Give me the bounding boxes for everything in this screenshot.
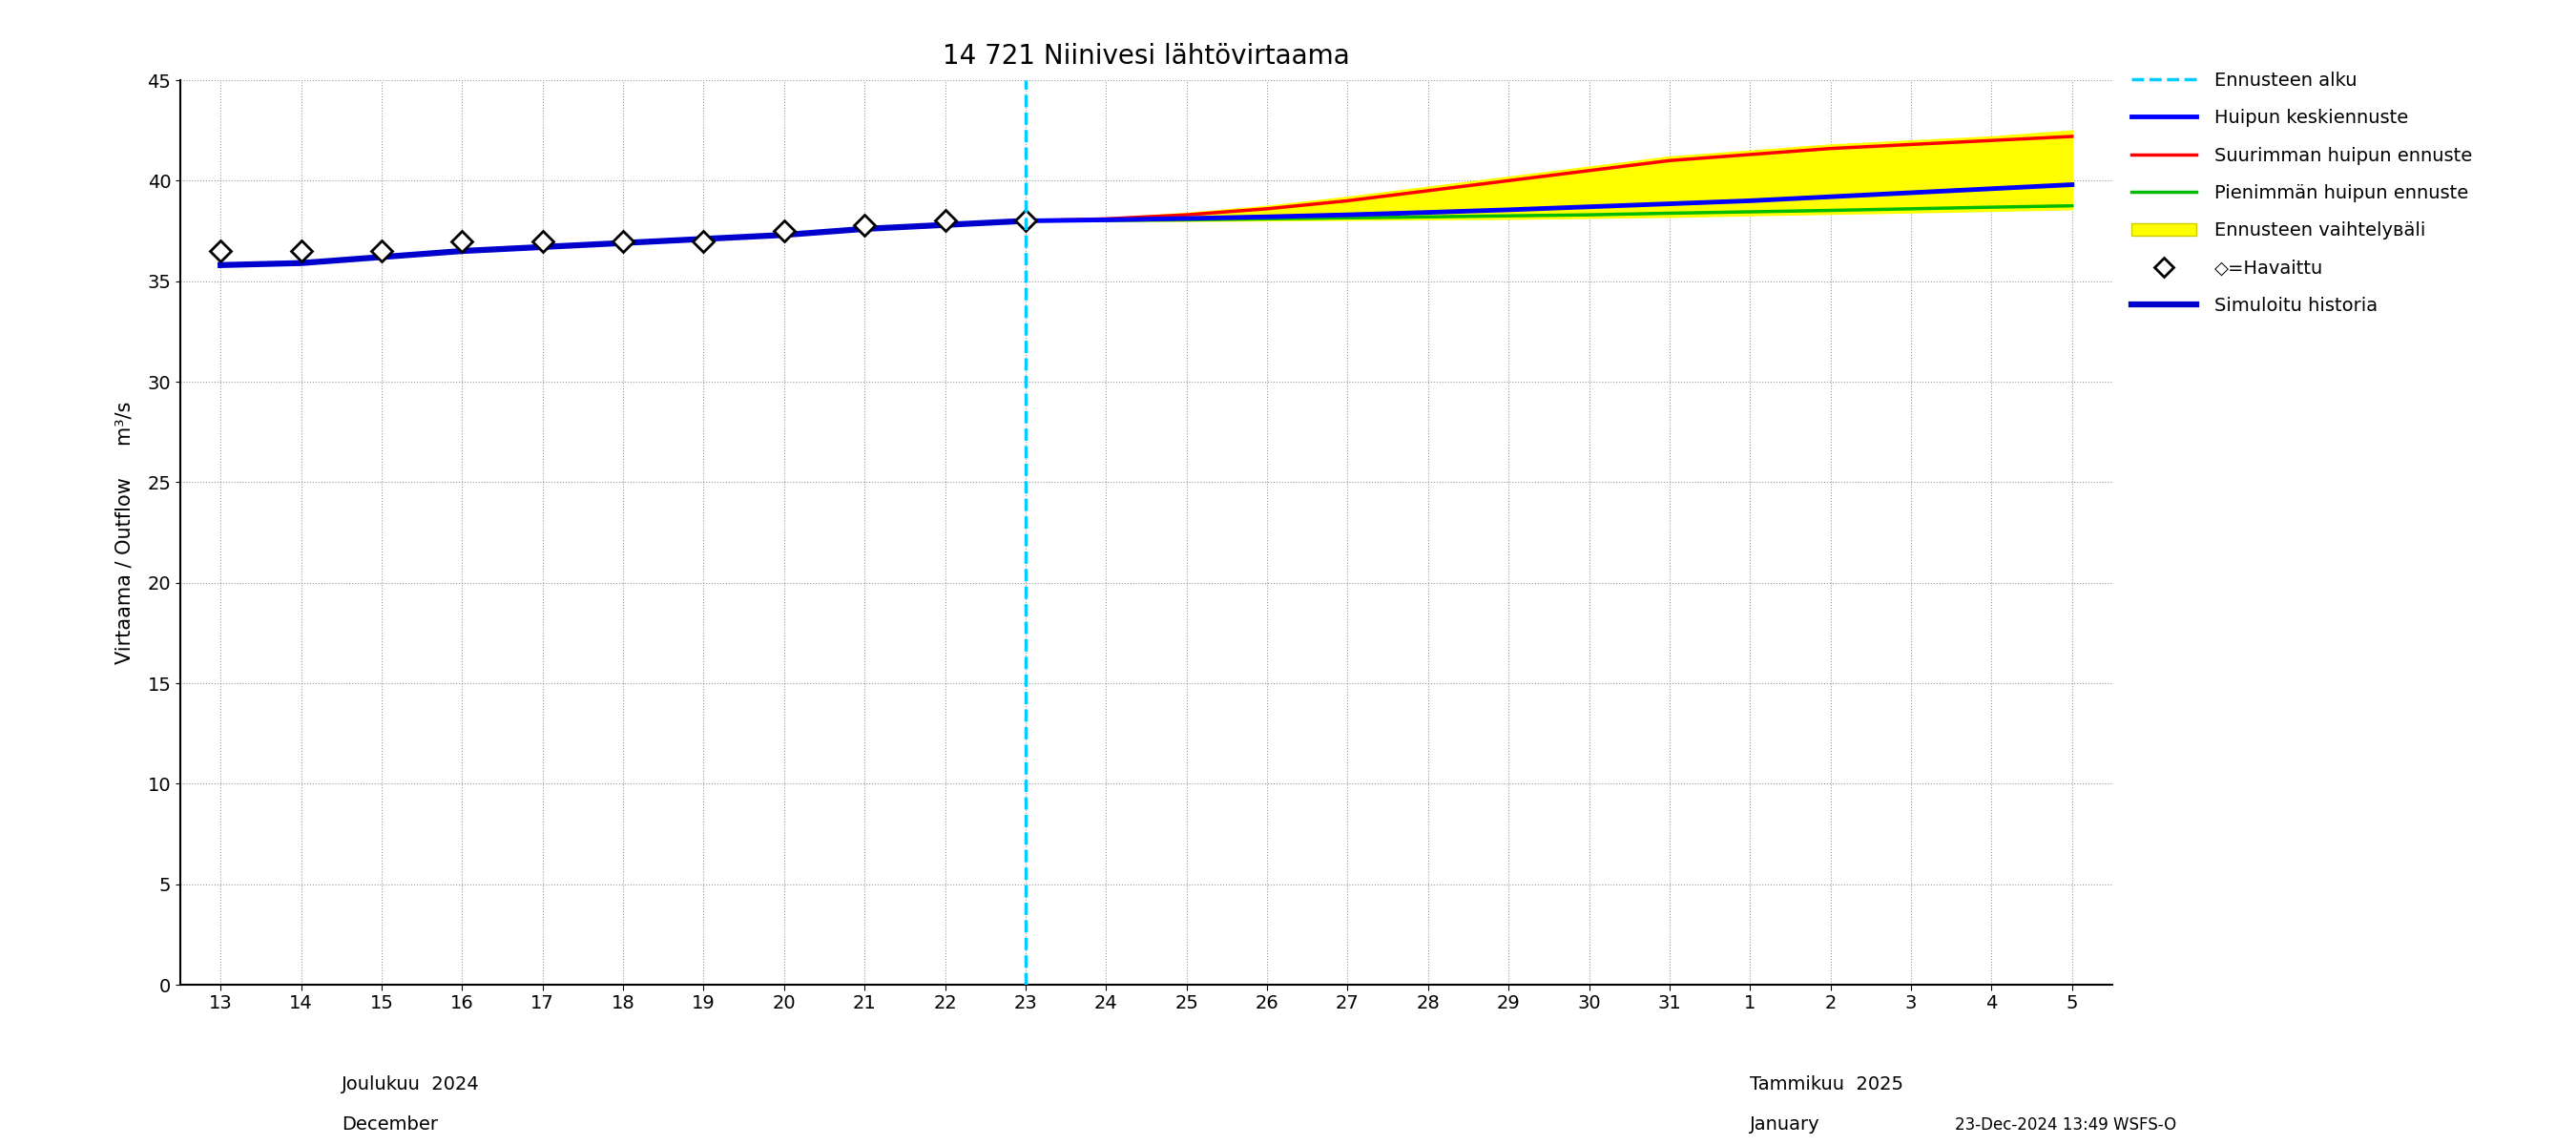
Text: Tammikuu  2025: Tammikuu 2025 (1749, 1075, 1904, 1093)
Text: 23-Dec-2024 13:49 WSFS-O: 23-Dec-2024 13:49 WSFS-O (1955, 1116, 2177, 1134)
Y-axis label: Virtaama / Outflow     m³/s: Virtaama / Outflow m³/s (116, 401, 134, 664)
Text: Joulukuu  2024: Joulukuu 2024 (340, 1075, 479, 1093)
Title: 14 721 Niinivesi lähtövirtaama: 14 721 Niinivesi lähtövirtaama (943, 44, 1350, 70)
Legend: Ennusteen alku, Huipun keskiennuste, Suurimman huipun ennuste, Pienimmän huipun : Ennusteen alku, Huipun keskiennuste, Suu… (2130, 71, 2473, 315)
Text: January: January (1749, 1115, 1821, 1134)
Text: December: December (340, 1115, 438, 1134)
